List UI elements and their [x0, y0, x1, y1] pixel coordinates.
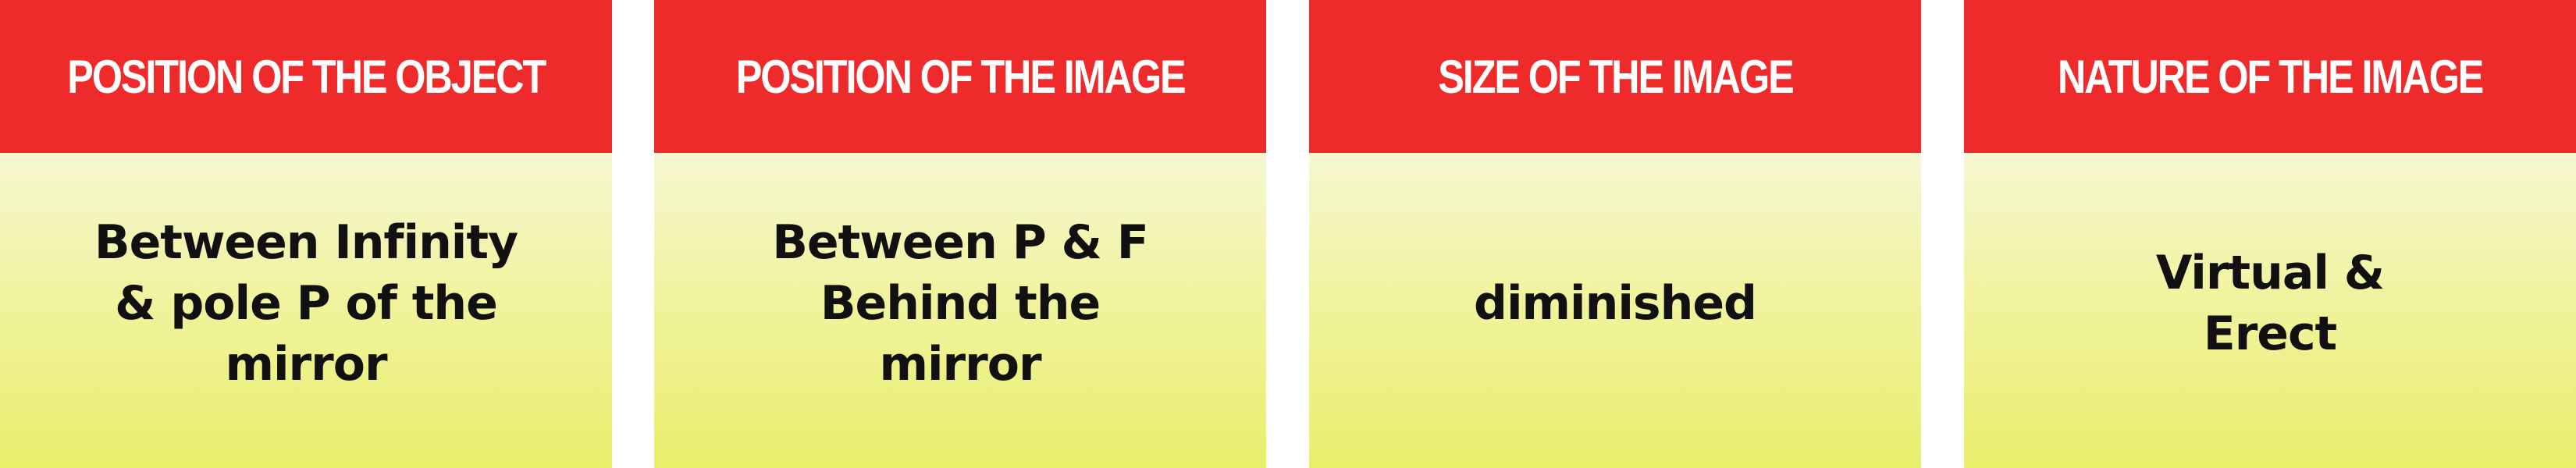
column-header-label: NATURE OF THE IMAGE — [2057, 50, 2484, 103]
column-value: diminished — [1474, 276, 1757, 331]
column-body: Between Infinity & pole P of the mirror — [0, 153, 612, 468]
column-header-label: SIZE OF THE IMAGE — [1437, 50, 1794, 103]
column-header: POSITION OF THE IMAGE — [654, 0, 1266, 153]
column-value: Between Infinity & pole P of the mirror — [94, 215, 518, 392]
column-position-of-object: POSITION OF THE OBJECT Between Infinity … — [0, 0, 612, 468]
column-header-label: POSITION OF THE OBJECT — [67, 50, 546, 103]
column-body: diminished — [1309, 153, 1921, 468]
column-value: Between P & F Behind the mirror — [772, 215, 1149, 392]
column-header: SIZE OF THE IMAGE — [1309, 0, 1921, 153]
column-body: Virtual & Erect — [1964, 153, 2576, 468]
column-body: Between P & F Behind the mirror — [654, 153, 1266, 468]
column-header: NATURE OF THE IMAGE — [1964, 0, 2576, 153]
column-size-of-image: SIZE OF THE IMAGE diminished — [1309, 0, 1921, 468]
column-nature-of-image: NATURE OF THE IMAGE Virtual & Erect — [1964, 0, 2576, 468]
column-position-of-image: POSITION OF THE IMAGE Between P & F Behi… — [654, 0, 1266, 468]
column-header: POSITION OF THE OBJECT — [0, 0, 612, 153]
column-value: Virtual & Erect — [2155, 246, 2385, 361]
column-header-label: POSITION OF THE IMAGE — [735, 50, 1187, 103]
